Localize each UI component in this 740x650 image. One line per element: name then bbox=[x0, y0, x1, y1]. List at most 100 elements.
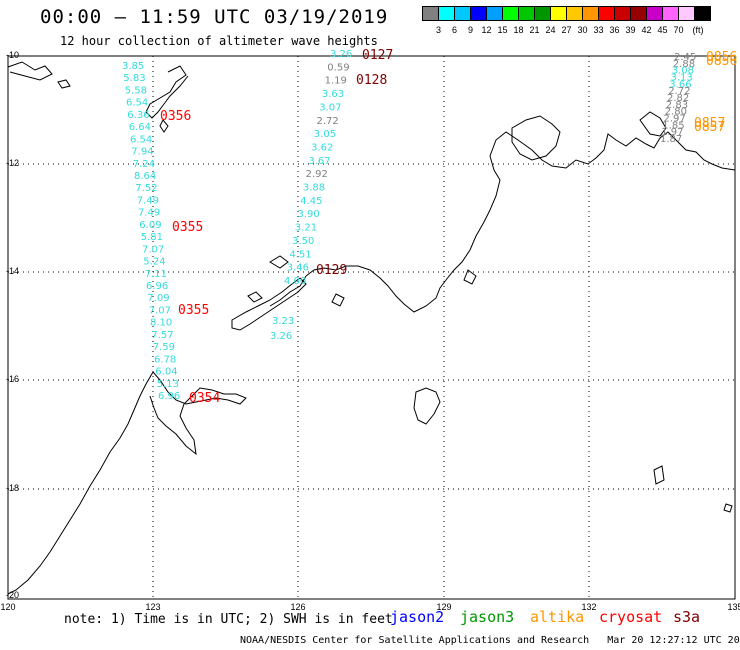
wave-height-value: 1.97 bbox=[661, 127, 683, 138]
wave-height-value: 3.85 bbox=[122, 61, 144, 72]
coastline bbox=[7, 61, 736, 595]
wave-height-value: 7.57 bbox=[151, 330, 173, 341]
longitude-label: 126 bbox=[290, 602, 305, 612]
legend-label: 15 bbox=[497, 25, 507, 35]
pass-time-label: 0129 bbox=[316, 263, 347, 278]
wave-height-value: 2.88 bbox=[673, 59, 695, 70]
wave-height-value: 2.82 bbox=[667, 93, 689, 104]
pass-time-label: 0355 bbox=[178, 303, 209, 318]
legend-label: 39 bbox=[625, 25, 635, 35]
legend-unit: (ft) bbox=[693, 25, 704, 35]
footer-credit: NOAA/NESDIS Center for Satellite Applica… bbox=[240, 635, 740, 646]
legend-label: 24 bbox=[545, 25, 555, 35]
wave-height-value: 7.11 bbox=[145, 269, 167, 280]
pass-time-label: 0856 bbox=[706, 54, 737, 69]
wave-height-value: 6.96 bbox=[158, 391, 180, 402]
satellite-cryosat-label: cryosat bbox=[599, 608, 663, 626]
wave-height-value: 2.80 bbox=[665, 107, 687, 118]
wave-height-value: 6.78 bbox=[154, 354, 176, 365]
wave-height-value: 3.90 bbox=[298, 209, 320, 220]
wave-height-value: 3.26 bbox=[330, 49, 352, 60]
wave-height-value: 3.21 bbox=[295, 223, 317, 234]
legend-label: 27 bbox=[561, 25, 571, 35]
wave-height-value: 6.96 bbox=[146, 281, 168, 292]
wave-height-value: 3.88 bbox=[303, 183, 325, 194]
wave-height-value: 7.07 bbox=[149, 305, 171, 316]
wave-height-value: 6.04 bbox=[155, 367, 177, 378]
wave-height-value: 2.45 bbox=[674, 52, 696, 63]
longitude-labels: 120 123 126 129 132 135 bbox=[0, 602, 740, 612]
wave-height-value: 4.00 bbox=[284, 276, 306, 287]
wave-height-value: 0.59 bbox=[327, 62, 349, 73]
latitude-label: -20 bbox=[6, 590, 19, 600]
pass-time-label: 0356 bbox=[160, 109, 191, 124]
wave-height-value: 5.83 bbox=[123, 73, 145, 84]
wave-height-value: 8.10 bbox=[150, 318, 172, 329]
pass-time-label: 0128 bbox=[356, 73, 387, 88]
wave-height-value: 2.72 bbox=[317, 116, 339, 127]
wave-height-value: 2.97 bbox=[664, 114, 686, 125]
wave-height-value: 3.50 bbox=[292, 236, 314, 247]
longitude-label: 123 bbox=[145, 602, 160, 612]
wave-height-value: 5.24 bbox=[143, 257, 165, 268]
timestamp-text: Mar 20 12:27:12 UTC 2019 bbox=[607, 635, 740, 646]
satellite-jason2-label: jason2 bbox=[390, 608, 445, 626]
wave-height-value: 7.09 bbox=[147, 293, 169, 304]
legend-label: 6 bbox=[452, 25, 457, 35]
map-title: 00:00 – 11:59 UTC 03/19/2019 bbox=[40, 6, 389, 28]
pass-time-label: 0856 bbox=[706, 50, 737, 65]
wave-height-value: 6.36 bbox=[127, 110, 149, 121]
wave-height-value: 5.81 bbox=[141, 232, 163, 243]
wave-height-value: 6.54 bbox=[126, 98, 148, 109]
wave-height-value: 1.85 bbox=[662, 120, 684, 131]
wave-height-value: 6.09 bbox=[139, 220, 161, 231]
map-frame bbox=[7, 55, 736, 600]
legend-label: 42 bbox=[641, 25, 651, 35]
wave-height-value: 2.72 bbox=[668, 86, 690, 97]
pass-time-label: 0355 bbox=[172, 220, 203, 235]
wave-height-value: 7.94 bbox=[131, 147, 153, 158]
latitude-label: -18 bbox=[6, 483, 19, 493]
wave-height-value: 3.07 bbox=[319, 102, 341, 113]
wave-height-value: 5.13 bbox=[157, 379, 179, 390]
legend-label: 21 bbox=[529, 25, 539, 35]
east-track-values: 2.452.883.083.133.662.722.822.832.802.97… bbox=[660, 52, 696, 145]
wave-height-value: 3.62 bbox=[311, 143, 333, 154]
legend-label: 18 bbox=[513, 25, 523, 35]
legend-label: 45 bbox=[657, 25, 667, 35]
latitude-label: -14 bbox=[6, 266, 19, 276]
legend-label: 12 bbox=[481, 25, 491, 35]
legend-label: 70 bbox=[673, 25, 683, 35]
west-track-values: 3.855.835.586.546.366.646.547.947.248.64… bbox=[122, 61, 180, 402]
wave-height-value: 3.63 bbox=[322, 89, 344, 100]
map-subtitle: 12 hour collection of altimeter wave hei… bbox=[60, 34, 378, 48]
note-text: note: 1) Time is in UTC; 2) SWH is in fe… bbox=[64, 612, 393, 627]
longitude-label: 120 bbox=[0, 602, 15, 612]
wave-height-value: 3.13 bbox=[671, 73, 693, 84]
pass-time-label: 0127 bbox=[362, 48, 393, 63]
latitude-label: -16 bbox=[6, 374, 19, 384]
wave-height-value: 4.51 bbox=[289, 249, 311, 260]
wave-height-value: 6.54 bbox=[130, 134, 152, 145]
wave-height-value: 2.92 bbox=[306, 169, 328, 180]
legend-label: 36 bbox=[609, 25, 619, 35]
color-legend: 3 6 9 12 15 18 21 24 27 30 33 36 39 42 45 70 (ft) bbox=[422, 6, 711, 35]
latitude-label: -10 bbox=[6, 50, 19, 60]
wave-height-value: 7.49 bbox=[137, 195, 159, 206]
wave-height-value: 1.87 bbox=[660, 134, 682, 145]
graticule bbox=[8, 56, 735, 599]
wave-height-value: 3.23 bbox=[272, 316, 294, 327]
wave-height-value: 1.19 bbox=[325, 76, 347, 87]
wave-height-value: 3.05 bbox=[314, 129, 336, 140]
satellite-s3a-label: s3a bbox=[673, 608, 701, 626]
legend-label: 3 bbox=[436, 25, 441, 35]
pass-time-label: 0857 bbox=[694, 116, 725, 131]
pass-time-label: 0857 bbox=[694, 120, 725, 135]
wave-height-value: 7.07 bbox=[142, 244, 164, 255]
wave-height-value: 3.08 bbox=[672, 66, 694, 77]
wave-height-value: 5.58 bbox=[125, 85, 147, 96]
wave-height-value: 7.49 bbox=[138, 208, 160, 219]
